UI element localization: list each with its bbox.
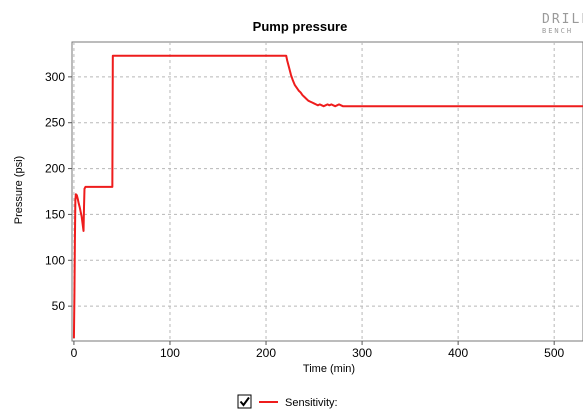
logo-line2: BENCH (542, 27, 573, 35)
x-tick-label: 500 (544, 346, 564, 360)
y-tick-label: 200 (45, 162, 65, 176)
x-tick-label: 200 (256, 346, 276, 360)
x-tick-label: 400 (448, 346, 468, 360)
x-axis-label: Time (min) (303, 363, 355, 375)
plot-frame (71, 41, 583, 342)
y-tick-label: 300 (45, 70, 65, 84)
logo-line1: DRILL (542, 12, 583, 27)
series-layer (72, 54, 583, 339)
y-tick-label: 50 (52, 299, 66, 313)
y-tick-label: 100 (45, 253, 65, 267)
y-tick-label: 250 (45, 116, 65, 130)
grid-layer (72, 42, 583, 341)
legend-checkbox[interactable] (237, 394, 252, 409)
series-line (72, 54, 583, 339)
chart-title: Pump pressure (253, 19, 348, 34)
x-tick-label: 0 (71, 346, 78, 360)
legend-label: Sensitivity: (285, 397, 338, 409)
drillbench-logo: DRILL BENCH (542, 12, 583, 35)
y-tick-label: 150 (45, 207, 65, 221)
x-tick-label: 100 (160, 346, 180, 360)
checkmark-icon (239, 396, 250, 407)
ticks-layer: 0 100 200 300 400 500 50 100 150 200 250 300 (45, 70, 565, 360)
y-axis-label: Pressure (psi) (13, 156, 25, 224)
legend: Sensitivity: (237, 394, 338, 409)
x-tick-label: 300 (352, 346, 372, 360)
plot-area: 0 100 200 300 400 500 50 100 150 200 250 300 (45, 41, 583, 360)
